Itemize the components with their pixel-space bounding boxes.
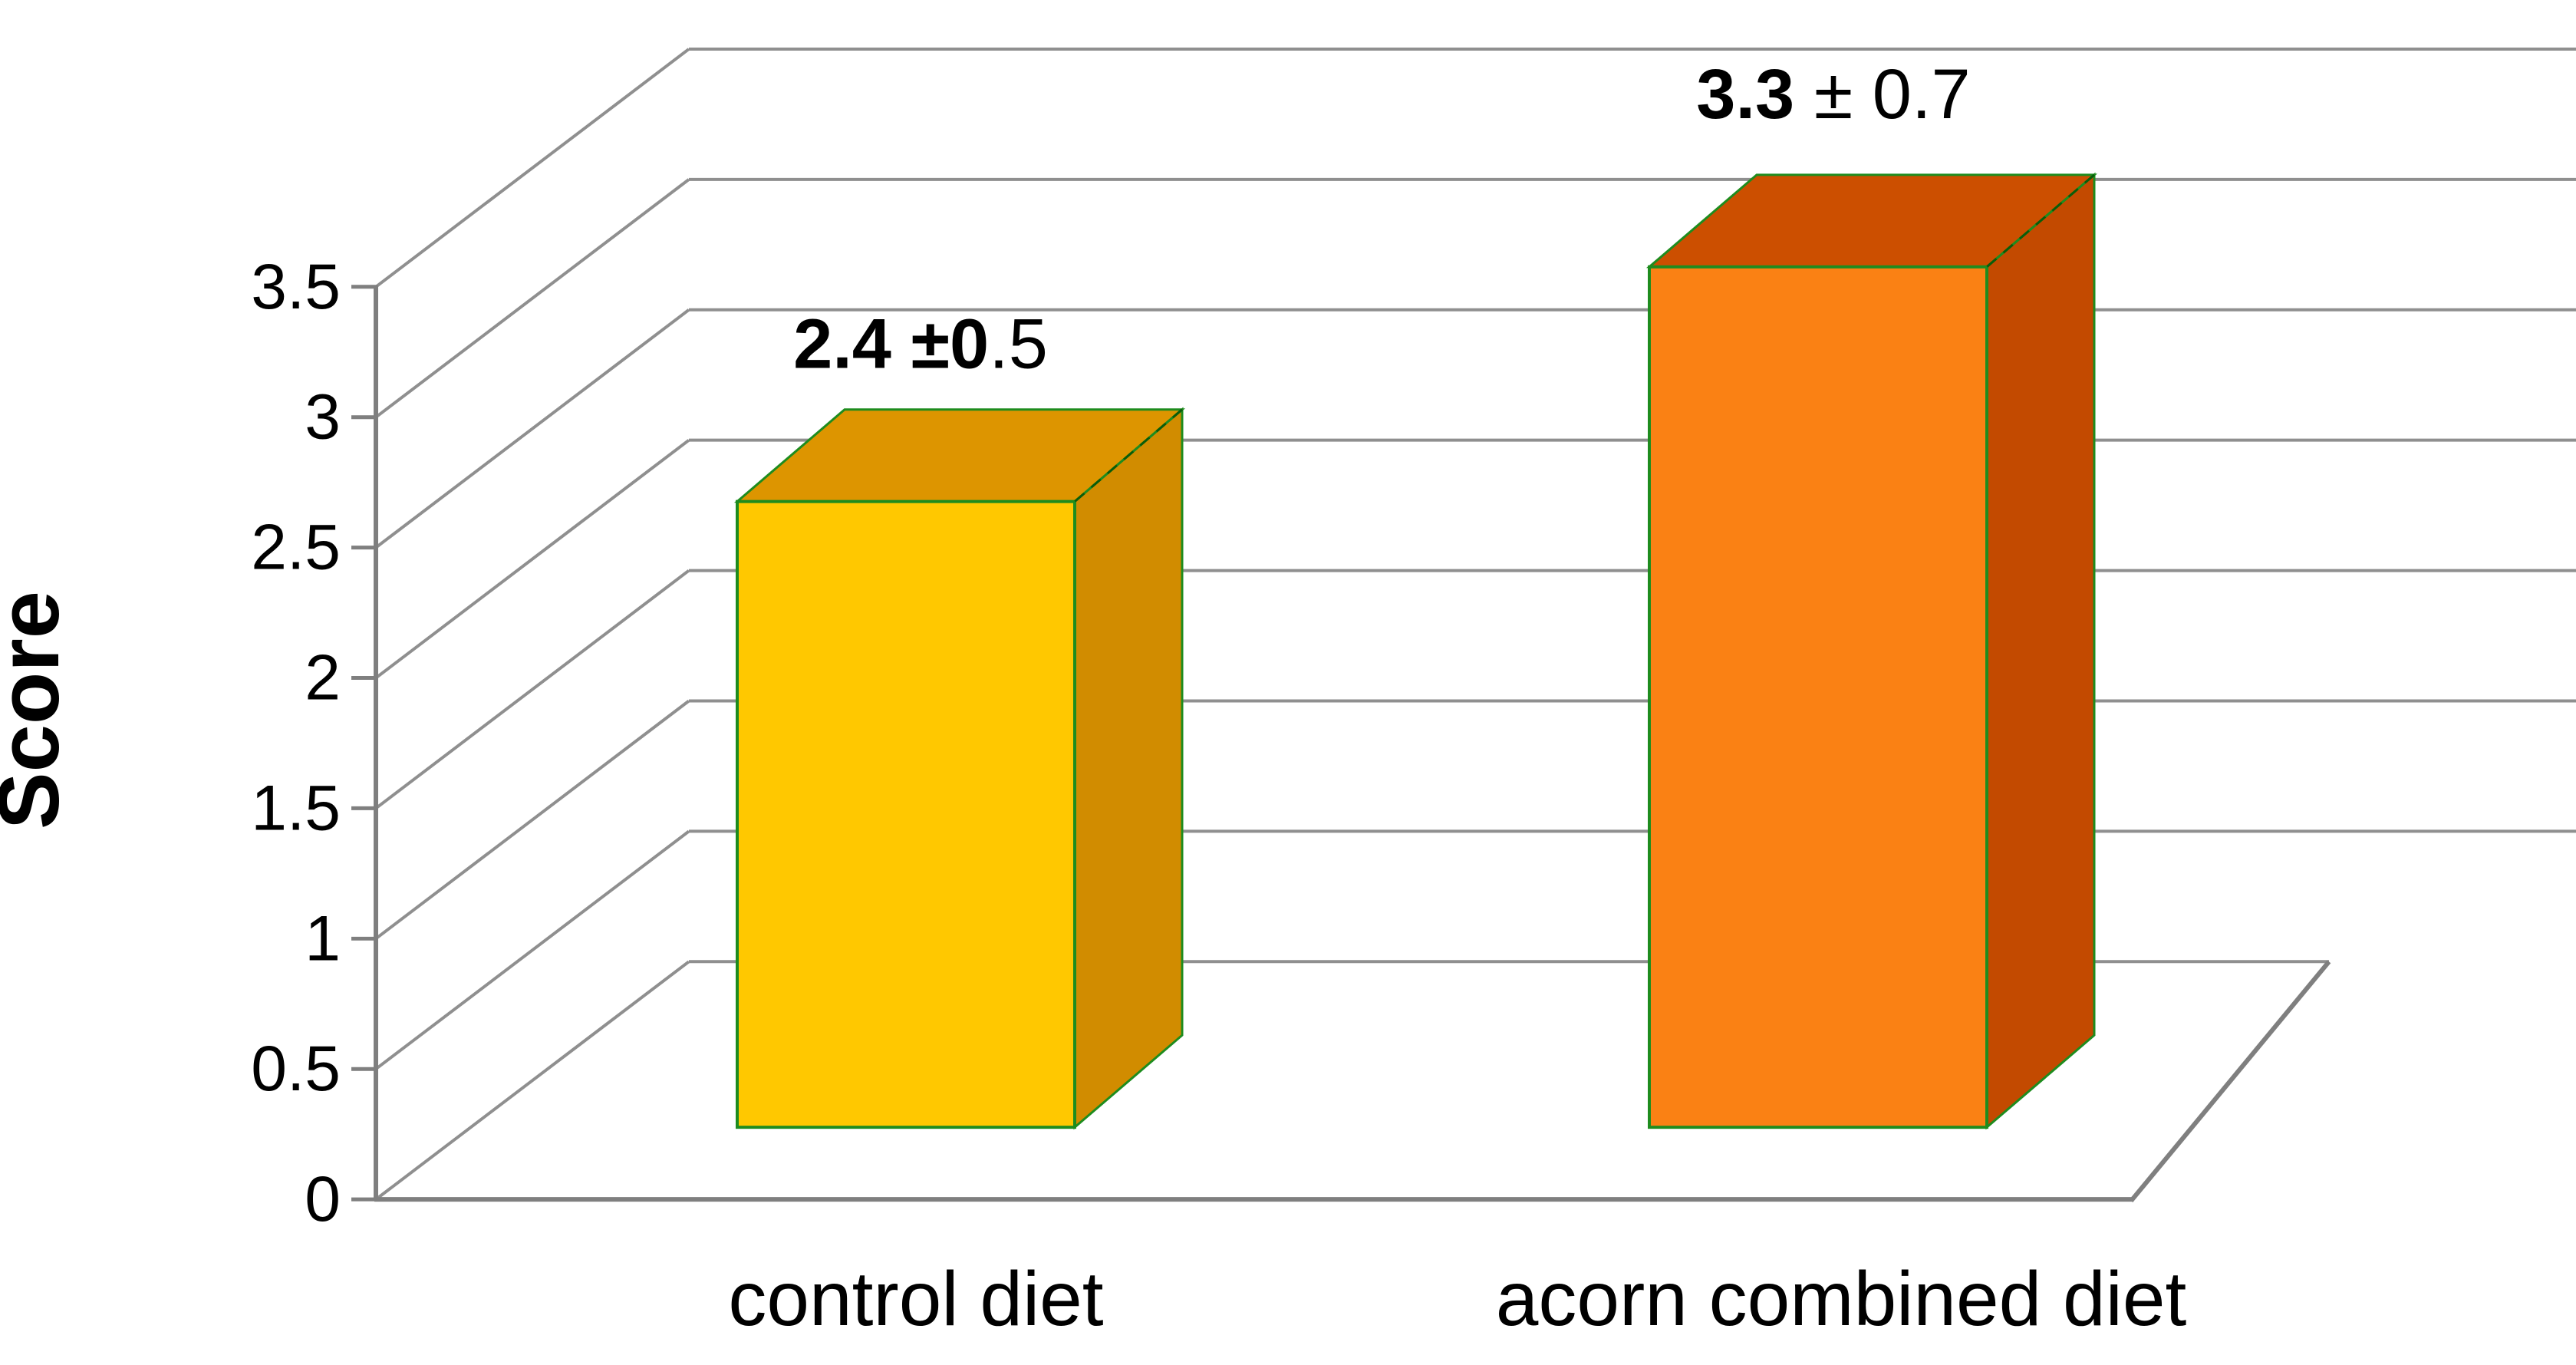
gridlines — [351, 47, 2576, 1202]
y-axis-tick-labels: 3.5 3 2.5 2 1.5 1 0.5 0 — [251, 250, 341, 1235]
y-tick-label: 3.5 — [251, 250, 341, 322]
floor-right-edge — [2129, 960, 2331, 1203]
y-tick-label: 0.5 — [251, 1032, 341, 1104]
bar-control-diet — [733, 407, 1186, 1130]
gridline-diagonal — [374, 308, 690, 549]
x-category-label-acorn-combined-diet: acorn combined diet — [1496, 1256, 2187, 1342]
gridline-diagonal — [374, 569, 690, 809]
bar-side-face — [1985, 172, 2096, 1130]
bar-top-right-dashed-edge — [1986, 173, 2095, 268]
y-tick-label: 2.5 — [251, 511, 341, 583]
data-label-acorn-combined-diet: 3.3 ± 0.7 — [1696, 55, 1970, 134]
bar-side-face — [1073, 407, 1184, 1130]
gridline-diagonal — [374, 699, 690, 940]
bar-acorn-combined-diet — [1645, 172, 2098, 1130]
data-label-error: .5 — [989, 305, 1048, 384]
y-tick-label: 0 — [305, 1162, 341, 1235]
gridline-diagonal — [374, 178, 690, 419]
data-label-value: 2.4 ±0 — [793, 305, 989, 384]
data-label-error: ± 0.7 — [1794, 55, 1971, 134]
y-tick-label: 1 — [305, 902, 341, 974]
y-tick-label: 2 — [305, 641, 341, 714]
y-tick-label: 1.5 — [251, 771, 341, 843]
bar-front-face — [736, 500, 1076, 1129]
gridline-diagonal — [374, 960, 690, 1201]
data-label-control-diet: 2.4 ±0.5 — [793, 305, 1048, 384]
data-label-value: 3.3 — [1696, 55, 1794, 134]
gridline-diagonal — [374, 829, 690, 1070]
axis-frame — [374, 285, 2331, 1203]
gridline-diagonal — [374, 439, 690, 680]
bar-top-right-dashed-edge — [1074, 408, 1183, 503]
bar-front-face — [1648, 265, 1988, 1129]
y-axis-title: Score — [0, 591, 77, 829]
x-category-label-control-diet: control diet — [728, 1256, 1103, 1342]
gridline-diagonal — [374, 48, 690, 288]
y-tick-label: 3 — [305, 381, 341, 453]
